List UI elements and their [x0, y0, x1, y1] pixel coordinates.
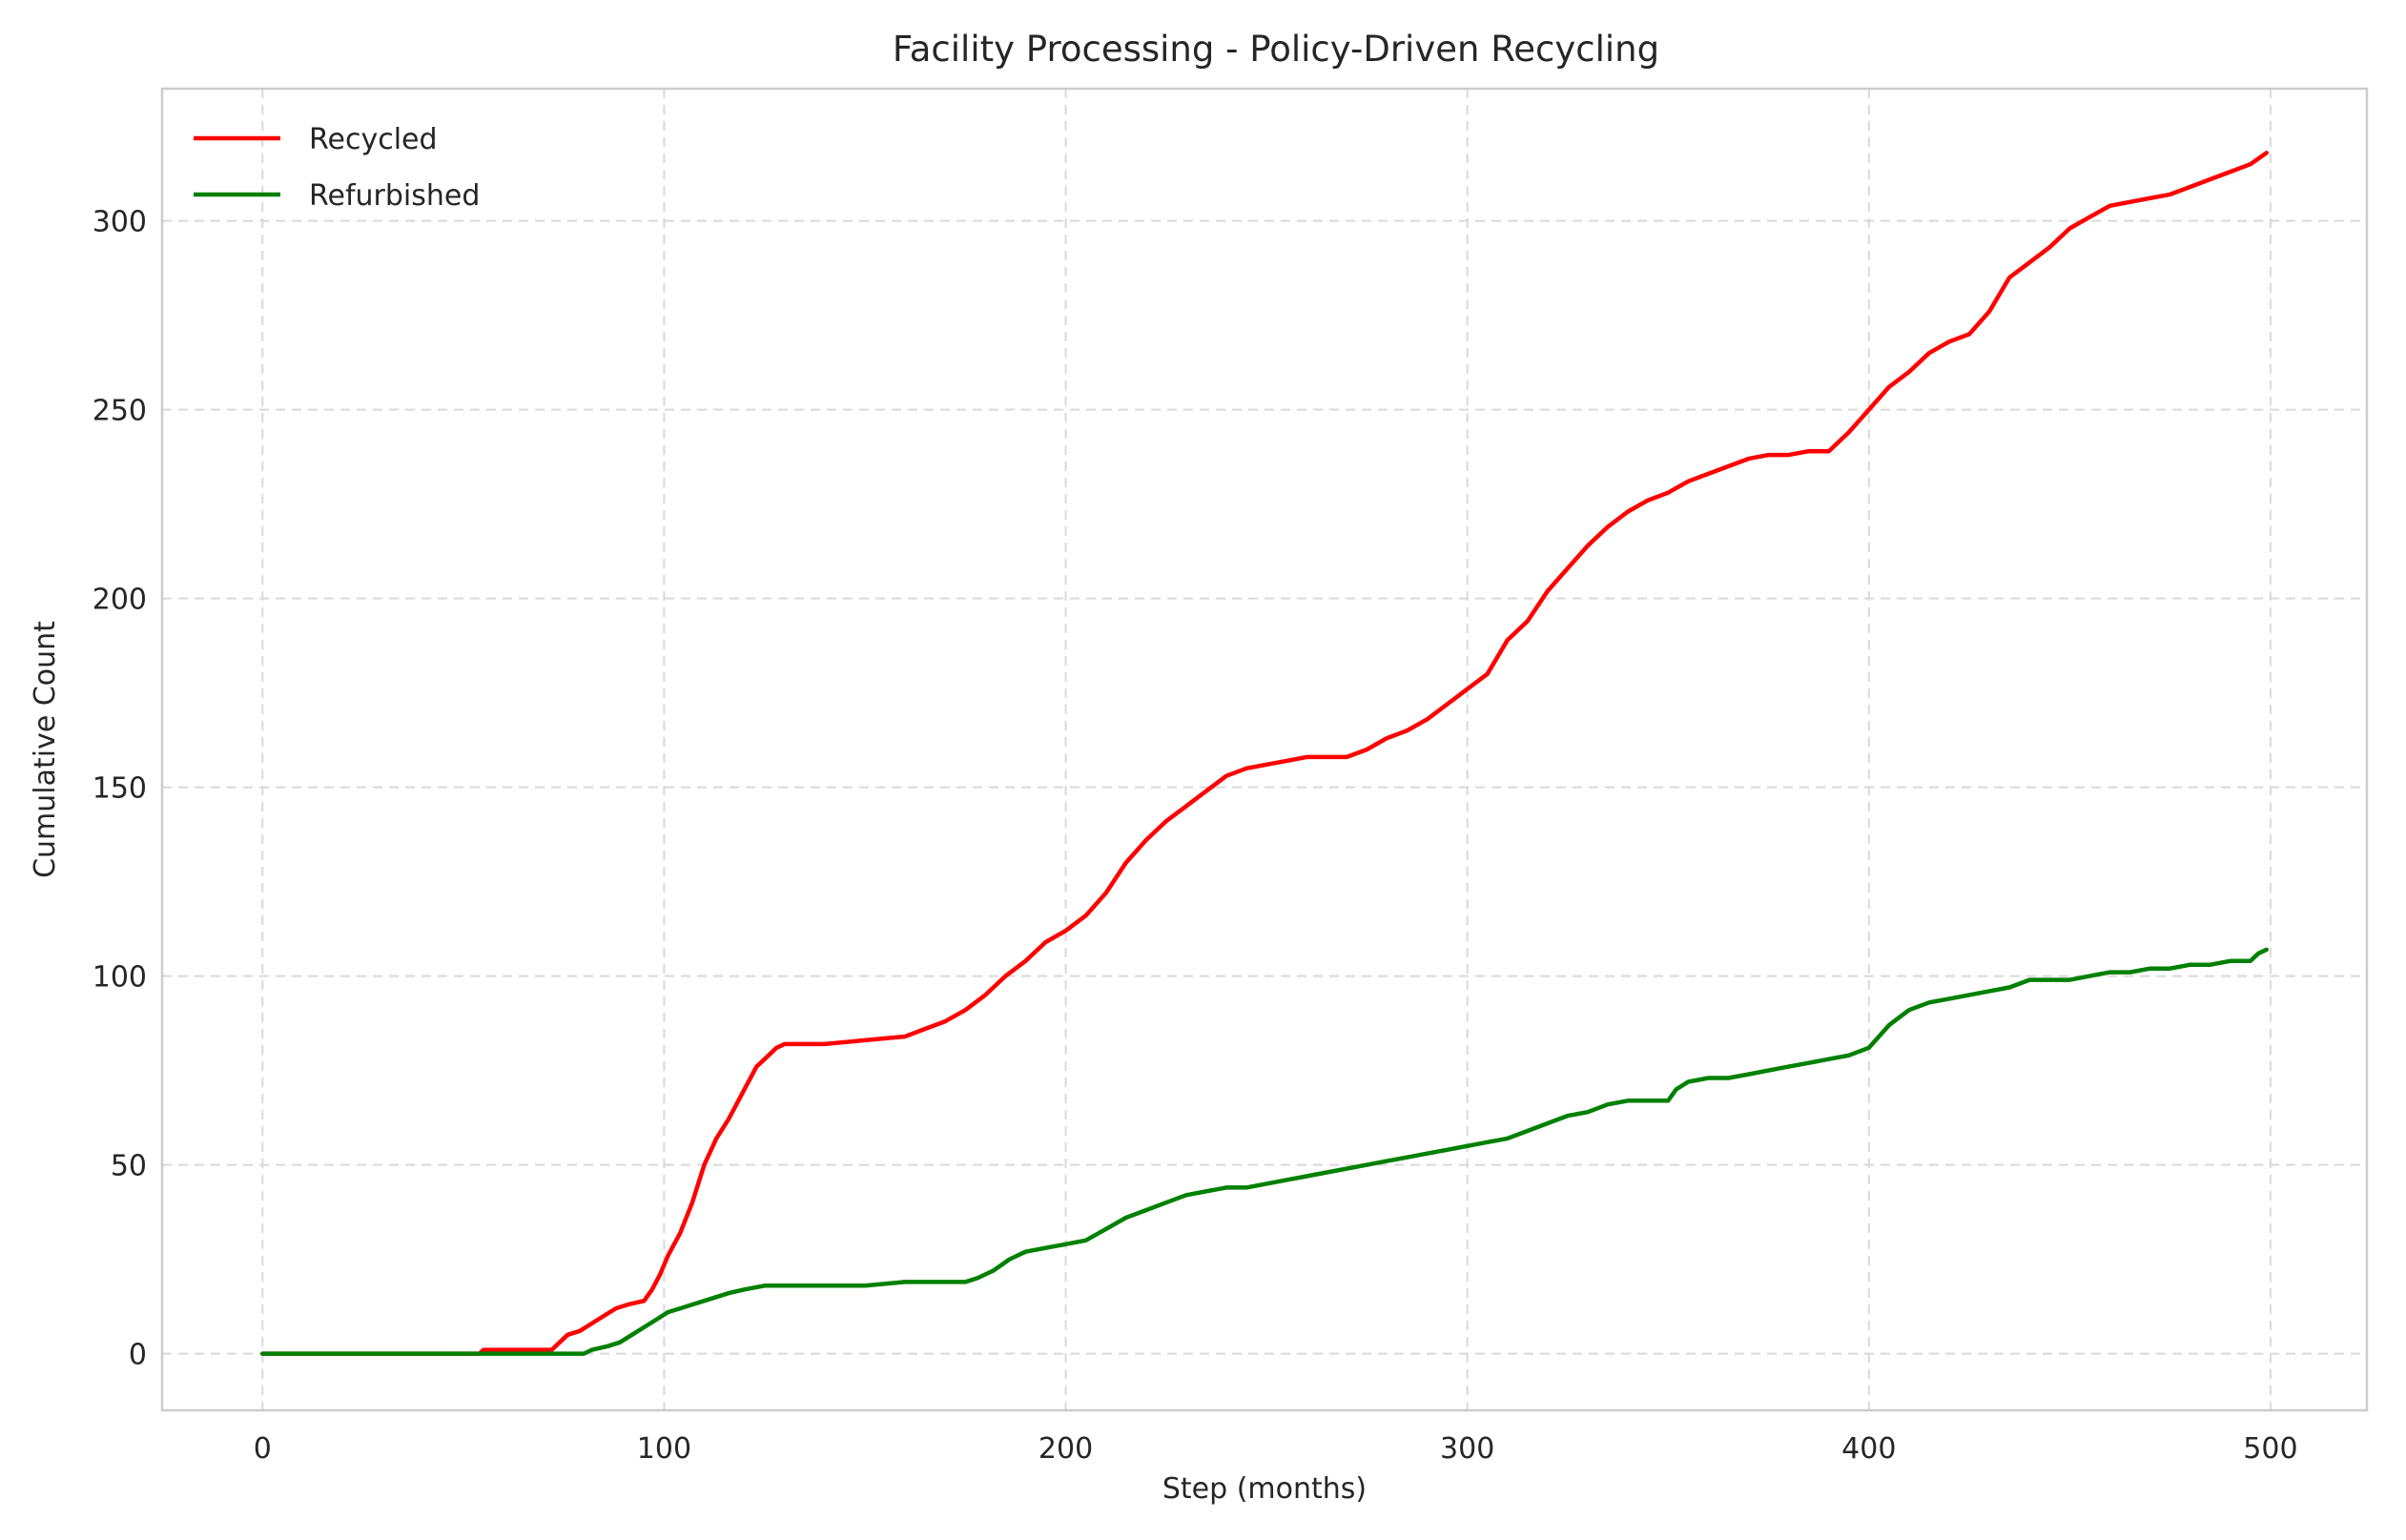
axis-ticks: 0 100 200 300 400 500 0 50 100 150 200 250 300 [93, 206, 2298, 1466]
legend: Recycled Refurbished [194, 123, 480, 213]
x-tick-label: 400 [1841, 1432, 1896, 1466]
y-axis-label: Cumulative Count [29, 621, 62, 878]
legend-label-refurbished: Refurbished [309, 179, 480, 213]
x-axis-label: Step (months) [1162, 1472, 1367, 1506]
legend-label-recycled: Recycled [309, 123, 438, 156]
y-tick-label: 300 [93, 206, 147, 239]
y-tick-label: 250 [93, 395, 147, 428]
x-tick-label: 0 [254, 1432, 272, 1466]
plot-frame [160, 87, 2369, 1412]
x-tick-label: 200 [1038, 1432, 1093, 1466]
x-tick-label: 500 [2243, 1432, 2297, 1466]
y-tick-label: 100 [93, 961, 147, 995]
series-line-recycled [260, 151, 2269, 1356]
y-tick-label: 150 [93, 772, 147, 806]
y-tick-label: 0 [129, 1339, 147, 1372]
y-tick-label: 200 [93, 584, 147, 617]
series-lines [260, 151, 2269, 1356]
chart-title: Facility Processing - Policy-Driven Recy… [893, 29, 1659, 70]
grid-lines [162, 89, 2367, 1410]
x-tick-label: 100 [637, 1432, 691, 1466]
x-tick-label: 300 [1440, 1432, 1494, 1466]
y-tick-label: 50 [111, 1150, 147, 1183]
series-line-refurbished [260, 947, 2269, 1356]
